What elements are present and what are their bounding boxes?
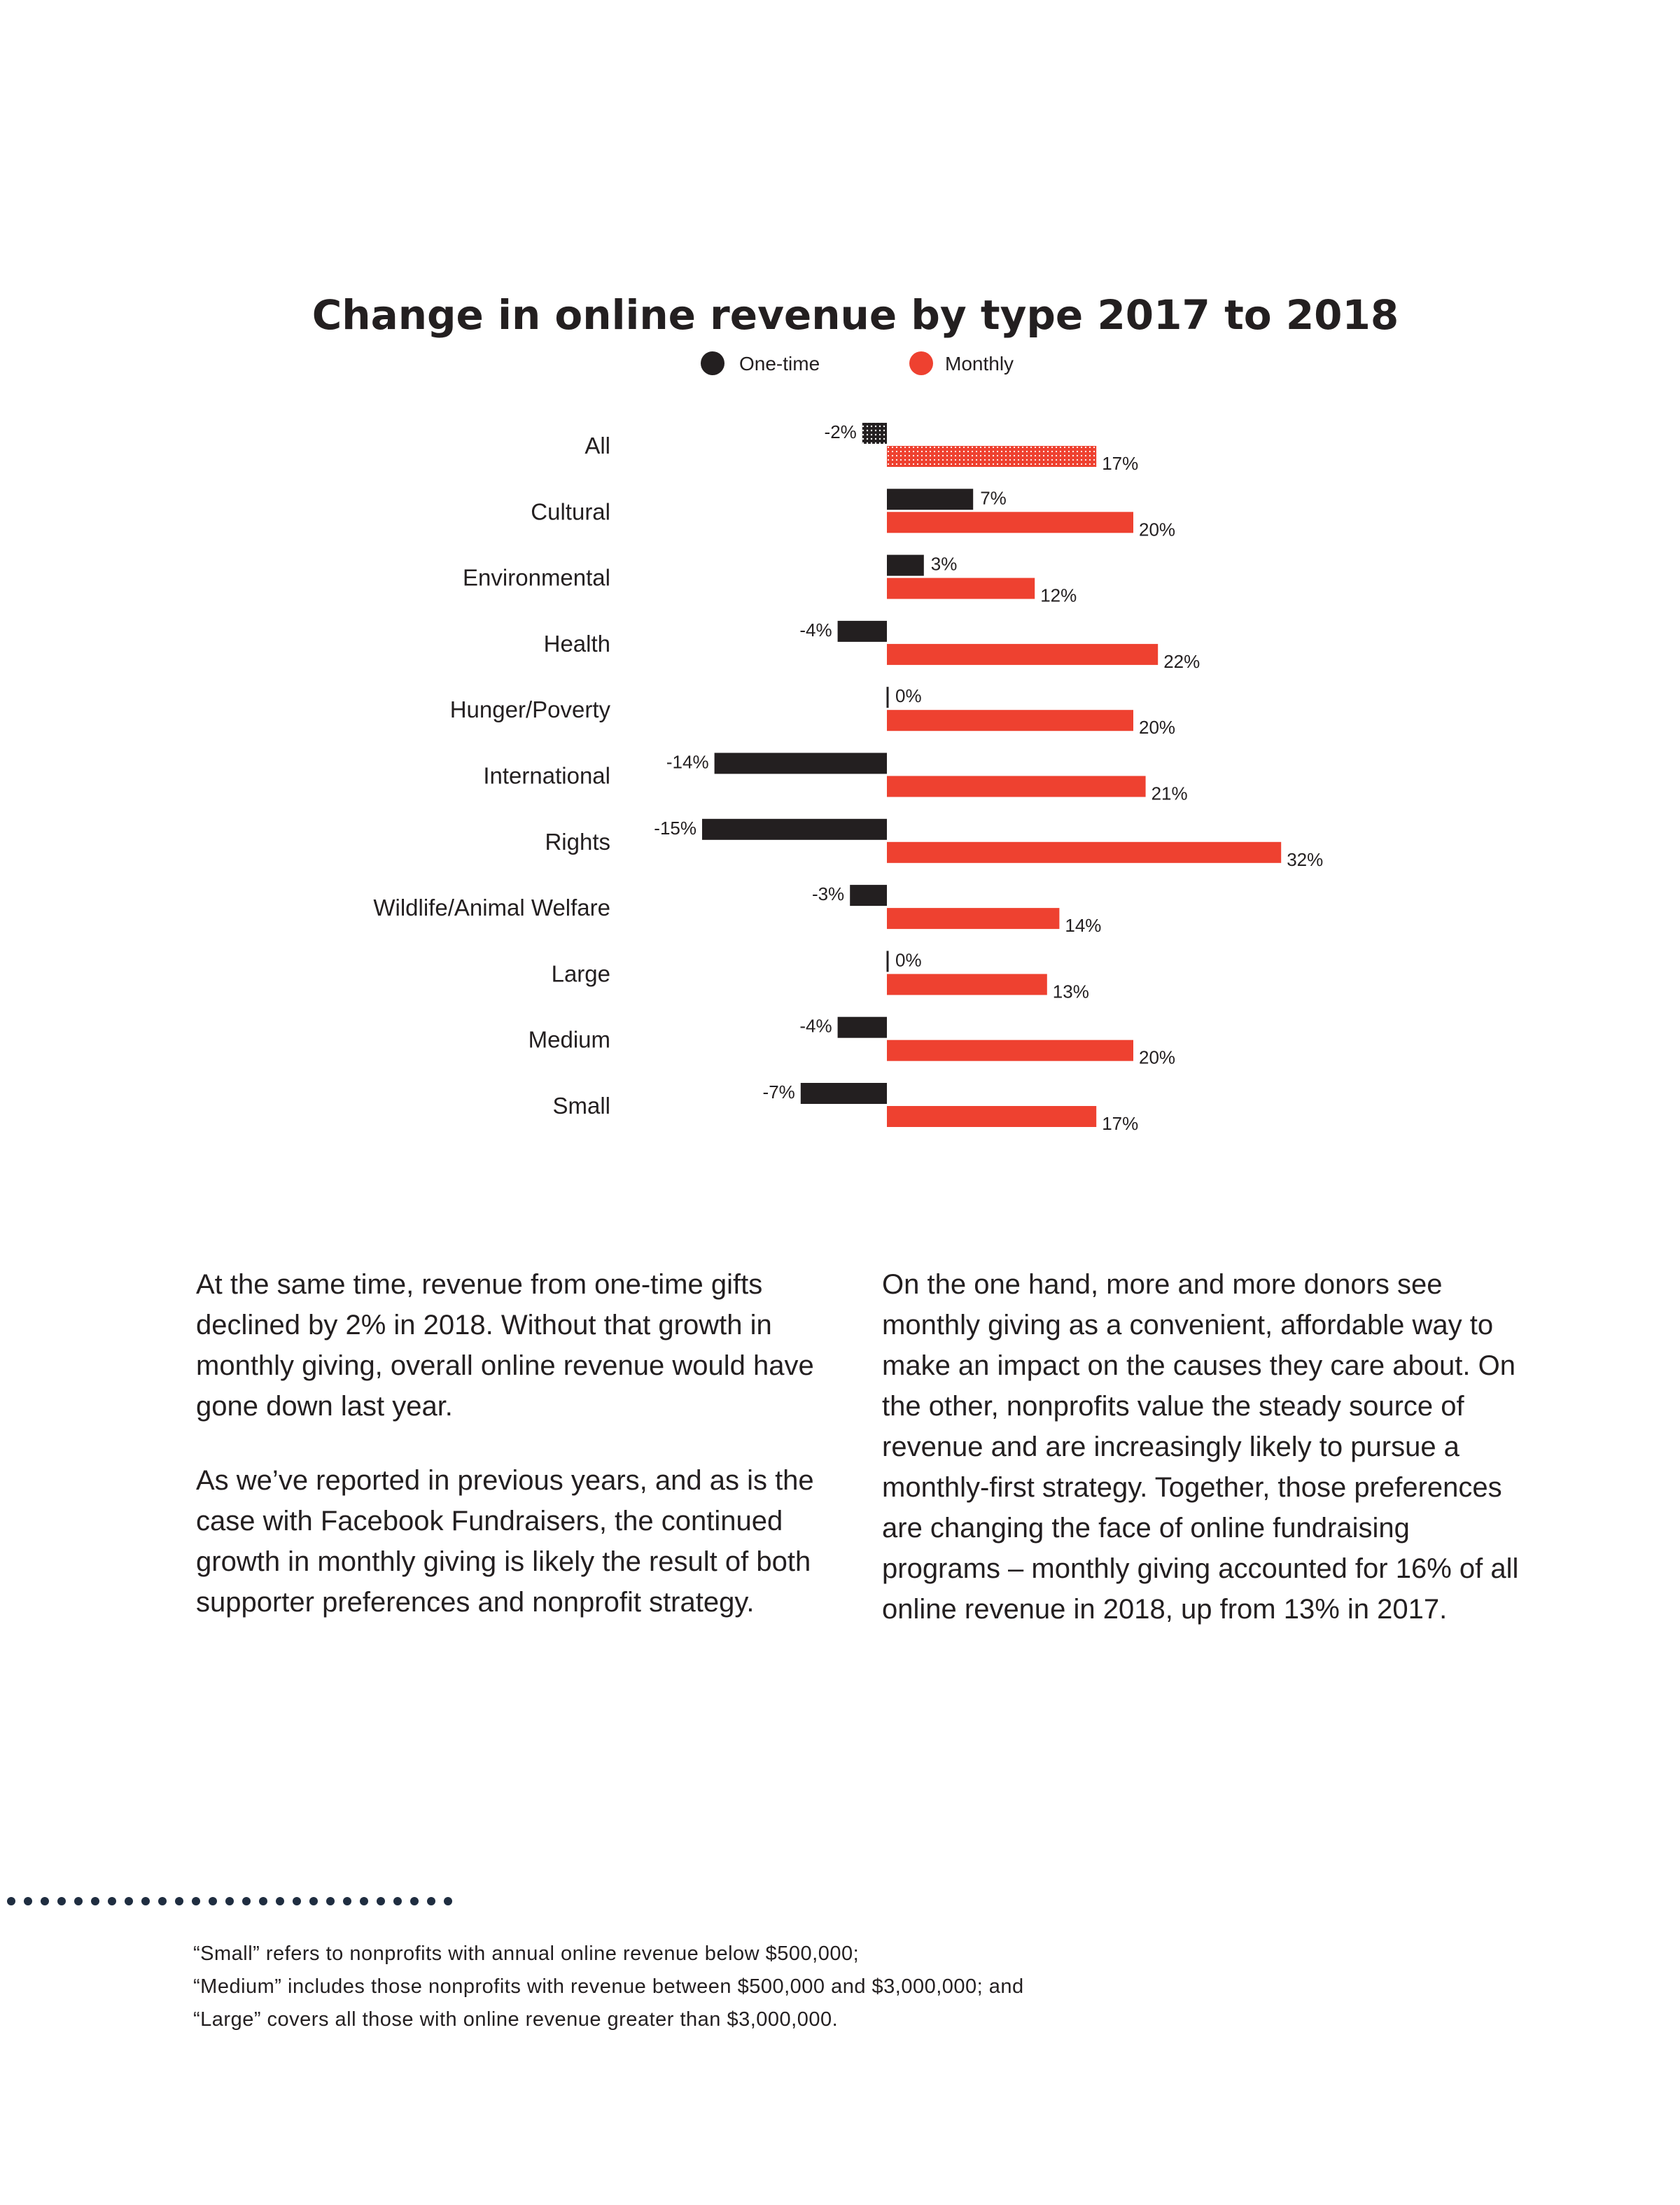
bar-one-time-medium: [837, 1016, 887, 1038]
category-label-health: Health: [544, 631, 610, 657]
divider-dot: [360, 1897, 368, 1905]
data-label-one-time-medium: -4%: [799, 1016, 832, 1037]
divider-dot: [74, 1897, 83, 1905]
data-label-monthly-hunger-poverty: 20%: [1139, 717, 1175, 738]
divider-dot: [242, 1897, 251, 1905]
footnote-line-medium: “Medium” includes those nonprofits with …: [193, 1975, 1024, 1998]
data-label-monthly-large: 13%: [1053, 981, 1089, 1002]
divider-dot: [309, 1897, 318, 1905]
legend-label-monthly: Monthly: [945, 353, 1014, 374]
bar-monthly-medium: [887, 1040, 1133, 1061]
data-label-one-time-hunger-poverty: 0%: [895, 685, 922, 706]
divider-dot: [225, 1897, 234, 1905]
category-label-rights: Rights: [545, 829, 610, 855]
data-label-one-time-cultural: 7%: [980, 487, 1007, 508]
body-paragraph-left-2: As we’ve reported in previous years, and…: [196, 1465, 814, 1618]
category-label-medium: Medium: [528, 1027, 610, 1053]
footnote-line-small: “Small” refers to nonprofits with annual…: [193, 1942, 860, 1965]
bar-one-time-environmental: [887, 554, 924, 576]
legend-swatch-one-time: [701, 351, 724, 375]
divider-dot: [192, 1897, 200, 1905]
divider-dot: [293, 1897, 301, 1905]
divider-dot: [276, 1897, 284, 1905]
category-label-wildlife-animal-welfare: Wildlife/Animal Welfare: [373, 895, 610, 920]
divider-dot: [393, 1897, 402, 1905]
category-label-cultural: Cultural: [531, 498, 610, 524]
data-label-monthly-rights: 32%: [1287, 849, 1323, 870]
divider-dot: [410, 1897, 419, 1905]
footnote: “Small” refers to nonprofits with annual…: [193, 1938, 1024, 2036]
data-label-monthly-health: 22%: [1163, 651, 1200, 672]
divider-dot: [91, 1897, 99, 1905]
data-label-one-time-rights: -15%: [654, 818, 696, 839]
divider-dot: [158, 1897, 167, 1905]
footnote-line-large: “Large” covers all those with online rev…: [193, 2008, 839, 2031]
bar-monthly-rights: [887, 841, 1282, 863]
category-label-small: Small: [552, 1093, 610, 1119]
bar-monthly-hunger-poverty: [887, 710, 1133, 732]
data-label-monthly-all: 17%: [1102, 453, 1138, 474]
bar-one-time-small: [800, 1083, 887, 1104]
bar-monthly-cultural: [887, 512, 1133, 533]
bar-one-time-cultural: [887, 489, 974, 510]
category-label-large: Large: [552, 960, 610, 986]
bar-monthly-small: [887, 1106, 1097, 1127]
bar-monthly-all: [887, 446, 1097, 467]
bar-one-time-all: [862, 423, 887, 444]
divider-dot: [125, 1897, 133, 1905]
bar-one-time-rights: [702, 818, 887, 840]
bar-monthly-international: [887, 776, 1146, 797]
data-label-monthly-cultural: 20%: [1139, 519, 1175, 540]
divider-dot: [343, 1897, 351, 1905]
divider-dot: [7, 1897, 15, 1905]
divider-dot: [259, 1897, 267, 1905]
category-label-environmental: Environmental: [463, 565, 610, 591]
data-label-monthly-international: 21%: [1152, 783, 1188, 804]
bars-layer: All -2% 17% Cultural 7% 20% Environmental 3% 12%…: [373, 421, 1323, 1134]
divider-dot: [427, 1897, 435, 1905]
data-label-one-time-wildlife-animal-welfare: -3%: [812, 883, 844, 904]
data-label-one-time-health: -4%: [799, 620, 832, 640]
dotted-divider: [7, 1897, 452, 1905]
bar-one-time-international: [714, 752, 887, 774]
bar-one-time-wildlife-animal-welfare: [850, 885, 887, 906]
bar-monthly-wildlife-animal-welfare: [887, 908, 1060, 930]
data-label-one-time-environmental: 3%: [931, 554, 958, 575]
data-label-one-time-small: -7%: [763, 1082, 795, 1102]
data-label-monthly-environmental: 12%: [1040, 585, 1077, 606]
data-label-monthly-small: 17%: [1102, 1113, 1138, 1134]
divider-dot: [141, 1897, 150, 1905]
category-label-all: All: [584, 433, 610, 458]
divider-dot: [326, 1897, 335, 1905]
divider-dot: [57, 1897, 66, 1905]
legend-label-one-time: One-time: [739, 353, 820, 374]
data-label-monthly-wildlife-animal-welfare: 14%: [1065, 915, 1101, 936]
bar-monthly-large: [887, 974, 1047, 995]
data-label-one-time-large: 0%: [895, 949, 922, 970]
category-label-hunger-poverty: Hunger/Poverty: [450, 696, 611, 722]
chart-title: Change in online revenue by type 2017 to…: [312, 291, 1399, 339]
bar-monthly-health: [887, 643, 1158, 665]
divider-dot: [41, 1897, 49, 1905]
divider-dot: [24, 1897, 32, 1905]
bar-monthly-environmental: [887, 578, 1035, 599]
category-label-international: International: [483, 763, 610, 789]
legend-swatch-monthly: [909, 351, 933, 375]
data-label-monthly-medium: 20%: [1139, 1047, 1175, 1068]
divider-dot: [175, 1897, 183, 1905]
bar-chart: Change in online revenue by type 2017 to…: [312, 291, 1399, 1134]
divider-dot: [108, 1897, 116, 1905]
body-paragraph-right-1: On the one hand, more and more donors se…: [882, 1269, 1519, 1625]
data-label-one-time-international: -14%: [666, 752, 709, 773]
bar-one-time-health: [837, 620, 887, 642]
divider-dot: [444, 1897, 452, 1905]
data-label-one-time-all: -2%: [825, 421, 857, 442]
divider-dot: [377, 1897, 385, 1905]
divider-dot: [209, 1897, 217, 1905]
legend: One-time Monthly: [701, 351, 1014, 375]
body-paragraph-left-1: At the same time, revenue from one-time …: [196, 1269, 814, 1422]
